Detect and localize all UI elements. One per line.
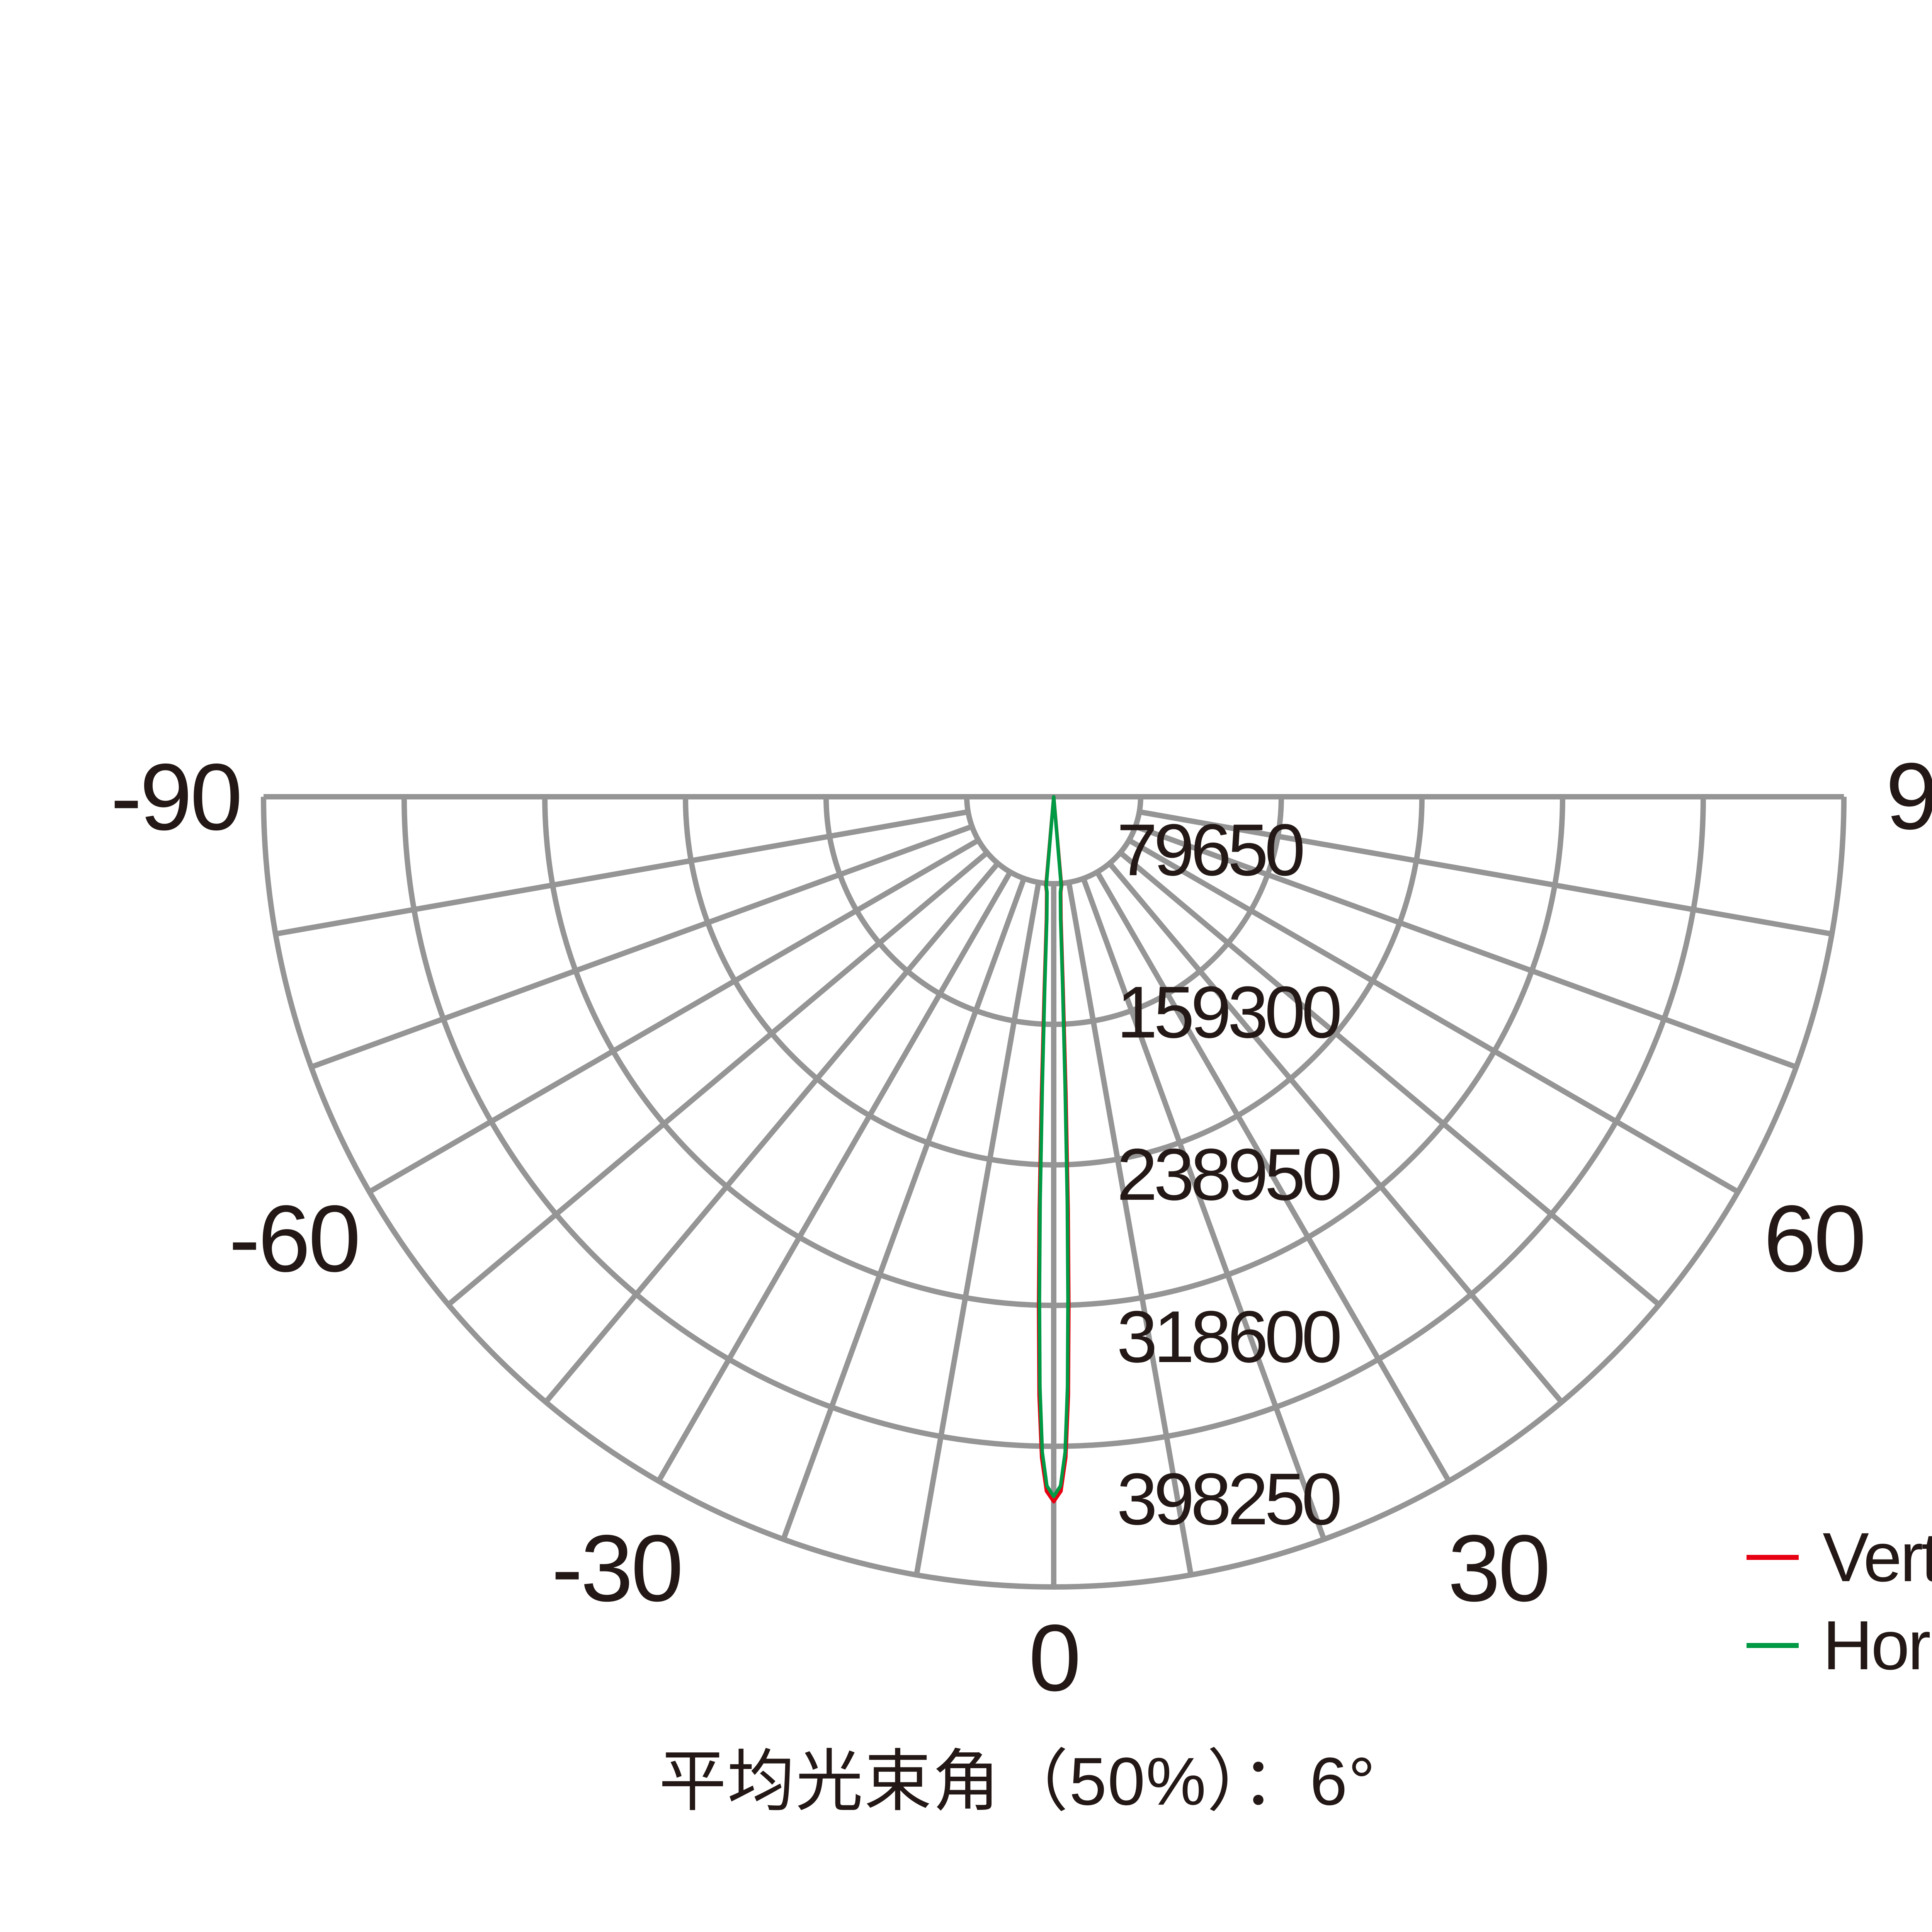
angle-label-0: 0 (1028, 1605, 1081, 1711)
vert-intensity-line-swatch (1747, 1554, 1799, 1560)
legend-row-hori: Hori.Intensity(cd) (1747, 1601, 1932, 1689)
ring-label-398250: 398250 (1117, 1458, 1342, 1540)
ring-label-79650: 79650 (1117, 809, 1305, 891)
angle-label-60: 60 (1763, 1185, 1867, 1291)
angle-label-neg30: -30 (551, 1515, 684, 1621)
angle-label-neg60: -60 (228, 1185, 361, 1291)
hori-intensity-line-swatch (1747, 1643, 1799, 1648)
angle-label-neg90: -90 (110, 744, 243, 850)
ring-label-238950: 238950 (1117, 1134, 1342, 1216)
ring-label-159300: 159300 (1117, 971, 1342, 1053)
legend-label-vert: Vert.Intensity(cd) (1823, 1518, 1932, 1596)
angle-label-90: 90 (1885, 743, 1932, 849)
legend-label-hori: Hori.Intensity(cd) (1823, 1606, 1932, 1684)
legend-row-vert: Vert.Intensity(cd) (1747, 1513, 1932, 1601)
angle-label-30: 30 (1447, 1515, 1551, 1621)
beam-angle-caption: 平均光束角（50%）：6° (658, 1744, 1376, 1820)
legend: Vert.Intensity(cd) Hori.Intensity(cd) (1747, 1513, 1932, 1689)
ring-label-318600: 318600 (1117, 1296, 1342, 1378)
